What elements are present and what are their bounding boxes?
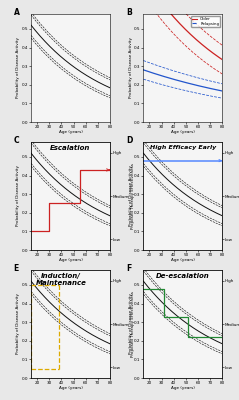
X-axis label: Age (years): Age (years) — [171, 386, 195, 390]
Text: D: D — [126, 136, 132, 144]
X-axis label: Age (years): Age (years) — [171, 130, 195, 134]
Y-axis label: Probability of Disease Activity: Probability of Disease Activity — [129, 38, 133, 98]
Y-axis label: Proposed Therapy Effectiveness: Proposed Therapy Effectiveness — [130, 163, 135, 229]
Y-axis label: Probability of Disease Activity: Probability of Disease Activity — [16, 166, 20, 226]
Text: Escalation: Escalation — [50, 145, 91, 151]
Legend: Older, Relapsing: Older, Relapsing — [191, 16, 220, 27]
Y-axis label: Proposed Therapy Effectiveness: Proposed Therapy Effectiveness — [130, 291, 135, 357]
Text: A: A — [14, 8, 20, 16]
Y-axis label: Probability of Disease Activity: Probability of Disease Activity — [16, 38, 20, 98]
Text: B: B — [126, 8, 132, 16]
X-axis label: Age (years): Age (years) — [171, 258, 195, 262]
Text: E: E — [14, 264, 19, 272]
Text: De-escalation: De-escalation — [156, 273, 210, 279]
X-axis label: Age (years): Age (years) — [59, 258, 82, 262]
Text: Induction/
Maintenance: Induction/ Maintenance — [36, 273, 87, 286]
Y-axis label: Probability of Disease Activity: Probability of Disease Activity — [16, 294, 20, 354]
Y-axis label: Probability of Disease Activity: Probability of Disease Activity — [129, 166, 133, 226]
Text: C: C — [14, 136, 19, 144]
Y-axis label: Probability of Disease Activity: Probability of Disease Activity — [129, 294, 133, 354]
X-axis label: Age (years): Age (years) — [59, 386, 82, 390]
X-axis label: Age (years): Age (years) — [59, 130, 82, 134]
Text: High Efficacy Early: High Efficacy Early — [150, 145, 216, 150]
Text: F: F — [126, 264, 131, 272]
